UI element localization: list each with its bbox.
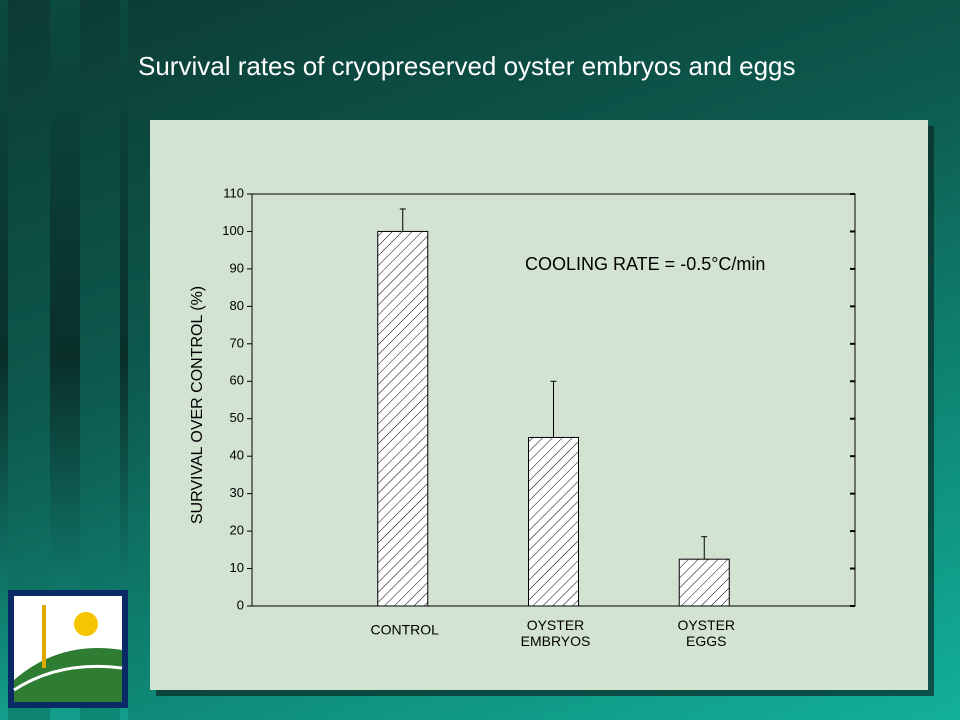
y-tick-label: 10: [230, 560, 244, 575]
chart-title: Survival rates of cryopreserved oyster e…: [138, 51, 796, 81]
annotation: COOLING RATE = -0.5°C/min: [525, 254, 765, 274]
y-tick-label: 0: [237, 597, 244, 612]
bar: [528, 436, 579, 607]
x-tick-label: OYSTER EGGS: [677, 617, 735, 649]
y-tick-label: 110: [223, 185, 244, 200]
y-tick-label: 30: [230, 485, 244, 500]
logo: [8, 590, 128, 708]
y-tick-label: 80: [230, 298, 244, 313]
y-axis-label: SURVIVAL OVER CONTROL (%): [189, 286, 206, 524]
y-tick-label: 100: [222, 223, 244, 238]
y-tick-label: 20: [230, 523, 244, 538]
x-tick-label: OYSTER EMBRYOS: [521, 617, 591, 649]
y-tick-label: 70: [230, 335, 244, 350]
x-tick-label: CONTROL: [371, 622, 440, 638]
y-tick-label: 60: [230, 373, 244, 388]
stripe: [0, 0, 8, 720]
bar: [377, 230, 429, 607]
bar: [678, 558, 730, 607]
y-tick-label: 50: [230, 410, 244, 425]
stripe: [120, 0, 128, 720]
y-tick-label: 90: [230, 260, 244, 275]
y-tick-label: 40: [230, 448, 244, 463]
